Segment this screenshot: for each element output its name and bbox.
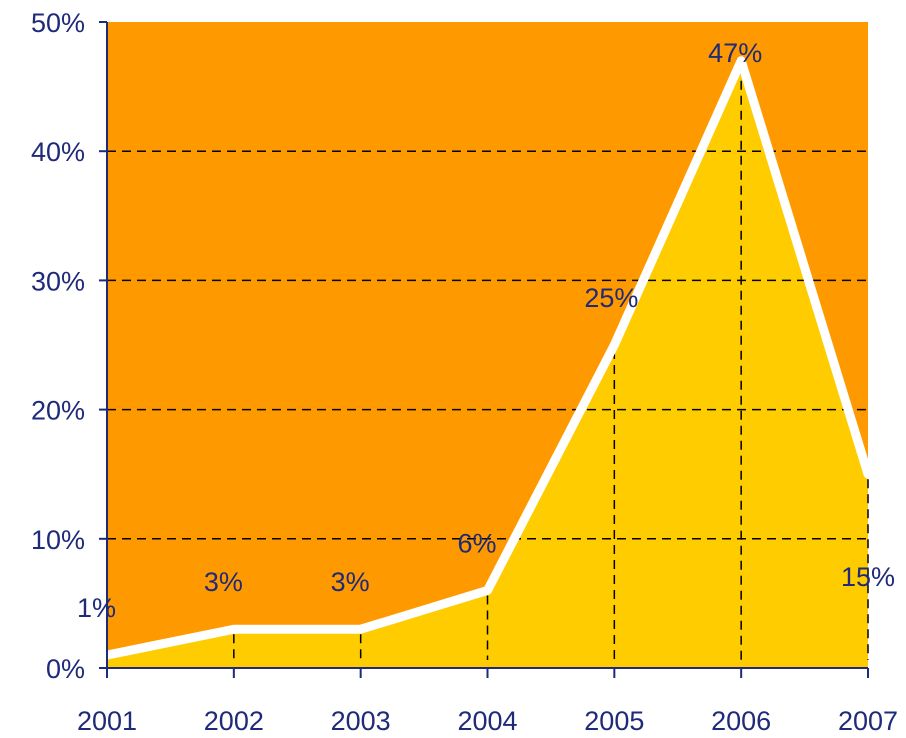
x-tick-label-2001: 2001 (77, 706, 137, 736)
x-tick-label-2002: 2002 (204, 706, 264, 736)
data-label-2007: 15% (841, 562, 895, 592)
y-tick-label-50: 50% (31, 8, 85, 38)
x-tick-label-2005: 2005 (584, 706, 644, 736)
data-label-2001: 1% (77, 593, 116, 623)
x-tick-label-2006: 2006 (711, 706, 771, 736)
data-label-2005: 25% (584, 283, 638, 313)
series-line (102, 56, 873, 660)
data-label-2006: 47% (708, 38, 762, 68)
y-tick-label-0: 0% (46, 654, 85, 684)
y-tick-label-10: 10% (31, 525, 85, 555)
x-tick-label-2004: 2004 (457, 706, 517, 736)
y-tick-label-40: 40% (31, 137, 85, 167)
x-tick-label-2003: 2003 (331, 706, 391, 736)
data-label-2003: 3% (331, 567, 370, 597)
x-tick-label-2007: 2007 (838, 706, 898, 736)
data-label-2004: 6% (458, 528, 497, 558)
data-label-2002: 3% (204, 567, 243, 597)
y-tick-label-30: 30% (31, 266, 85, 296)
y-tick-label-20: 20% (31, 396, 85, 426)
